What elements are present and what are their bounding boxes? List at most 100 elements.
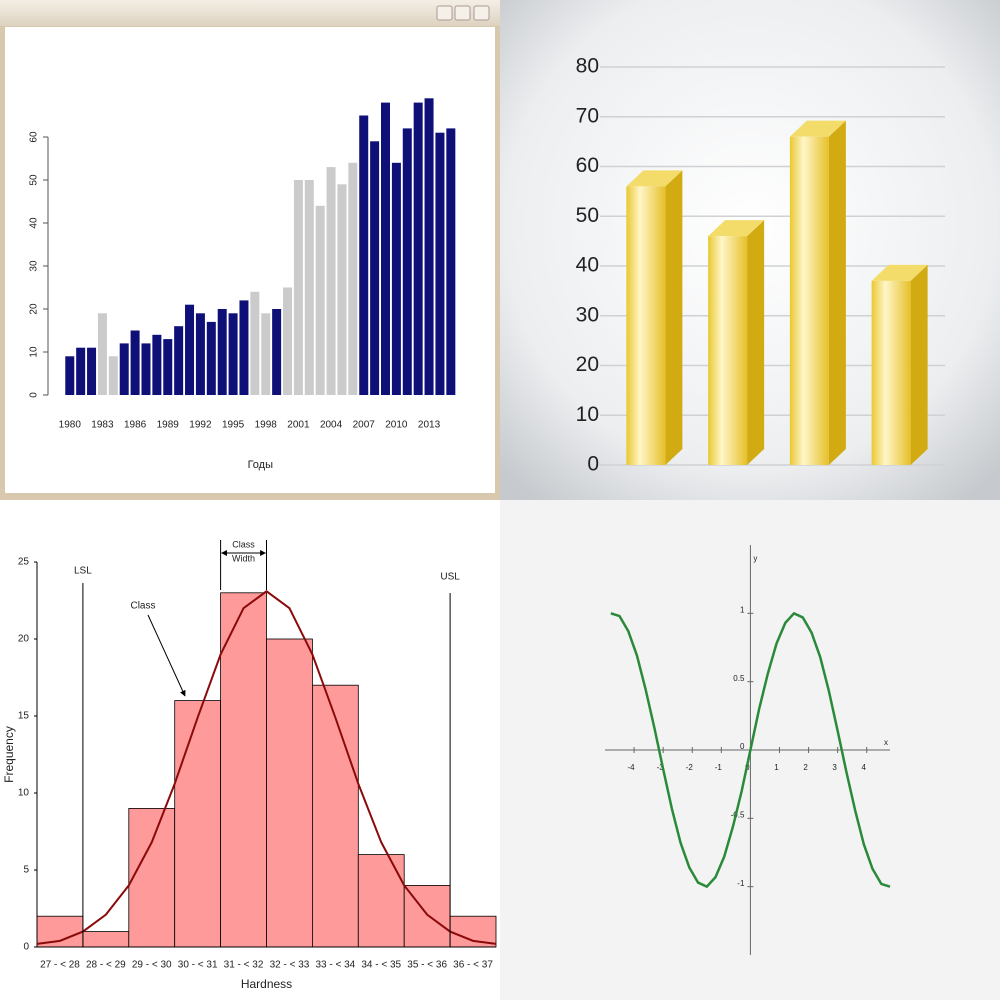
bar	[65, 356, 75, 395]
y-tick-label: 25	[18, 557, 30, 568]
bar-top	[708, 220, 765, 237]
minimize-button[interactable]	[436, 5, 453, 21]
y-tick-label: -0.5	[731, 810, 745, 819]
y-tick-label: 1	[740, 605, 745, 614]
x-tick-label: 2001	[287, 420, 310, 431]
y-tick-label: 70	[576, 104, 599, 127]
bar	[435, 132, 445, 395]
bar	[446, 128, 456, 395]
y-tick-label: 10	[29, 346, 40, 358]
plot-window	[5, 27, 495, 493]
bar	[87, 347, 97, 395]
y-tick-label: 15	[18, 711, 30, 722]
bar	[789, 136, 829, 465]
bar	[359, 115, 369, 395]
x-tick-label: -4	[628, 763, 636, 772]
bar	[370, 141, 380, 395]
x-tick-label: 1983	[91, 420, 114, 431]
close-button[interactable]	[473, 5, 490, 21]
bar	[348, 162, 358, 395]
bar	[413, 102, 423, 395]
bar	[82, 931, 130, 948]
bar	[272, 309, 282, 395]
fitted-curve	[36, 590, 497, 945]
bar	[185, 304, 195, 395]
usl-label: USL	[440, 572, 460, 583]
x-tick-label: 2010	[385, 420, 408, 431]
y-tick-label: 30	[576, 303, 599, 326]
bar	[152, 334, 162, 395]
x-tick-label: 2	[803, 763, 808, 772]
bar	[261, 313, 271, 395]
bar	[108, 356, 118, 395]
line	[610, 612, 891, 888]
x-tick-label: 2013	[418, 420, 441, 431]
class-arrow	[147, 614, 186, 697]
x-tick-label: 4	[862, 763, 867, 772]
bar	[228, 313, 238, 395]
bar-side	[665, 170, 683, 465]
bar	[311, 684, 359, 948]
x-tick-label: 28 - < 29	[86, 960, 126, 971]
bar	[220, 592, 267, 948]
bar-top	[871, 264, 928, 281]
bar	[326, 167, 336, 395]
y-tick-label: 5	[23, 865, 29, 876]
x-tick-label: 31 - < 32	[224, 960, 264, 971]
bar-side	[747, 220, 765, 465]
bar	[174, 700, 221, 948]
x-tick-label: 1992	[189, 420, 212, 431]
class-width-label: Class	[232, 539, 255, 549]
class-width-label: Width	[232, 553, 255, 563]
x-tick-label: -2	[686, 763, 694, 772]
x-axis-label: x	[884, 738, 888, 747]
bar-side	[828, 120, 846, 466]
x-tick-label: 27 - < 28	[40, 960, 80, 971]
y-tick-label: 0	[740, 742, 745, 751]
bar	[315, 205, 325, 395]
maximize-button[interactable]	[454, 5, 471, 21]
lsl-label: LSL	[74, 566, 92, 577]
y-tick-label: 0	[23, 942, 29, 953]
bar	[402, 128, 412, 395]
x-tick-label: 1998	[255, 420, 278, 431]
bar	[381, 102, 391, 395]
bar	[391, 162, 401, 395]
bar	[708, 236, 748, 465]
x-tick-label: 36 - < 37	[453, 960, 493, 971]
bar	[293, 180, 303, 395]
x-tick-label: 1989	[157, 420, 180, 431]
bar	[424, 98, 434, 396]
x-tick-label: 30 - < 31	[178, 960, 218, 971]
bar	[206, 321, 216, 395]
y-tick-label: 20	[576, 353, 599, 376]
y-tick-label: 50	[29, 174, 40, 186]
y-tick-label: 10	[576, 403, 599, 426]
y-tick-label: 40	[29, 217, 40, 229]
x-tick-label: 1980	[59, 420, 82, 431]
x-tick-label: 35 - < 36	[407, 960, 447, 971]
x-tick-label: 2004	[320, 420, 343, 431]
bar	[250, 291, 260, 395]
y-tick-label: 80	[576, 55, 599, 78]
bar	[36, 915, 84, 948]
x-tick-label: 3	[832, 763, 837, 772]
bar	[239, 300, 249, 395]
bar	[141, 343, 151, 395]
bar	[163, 339, 173, 395]
y-axis-label: Frequency	[2, 726, 16, 783]
y-tick-label: 60	[29, 131, 40, 143]
bar	[97, 313, 107, 395]
bar	[119, 343, 129, 395]
y-axis-label: y	[753, 554, 757, 563]
bar	[130, 330, 140, 395]
x-tick-label: -3	[657, 763, 665, 772]
bar	[195, 313, 205, 395]
y-tick-label: -1	[737, 879, 745, 888]
class-label: Class	[130, 601, 155, 612]
bar	[337, 184, 347, 395]
bar	[128, 808, 176, 948]
x-axis-label: Hardness	[241, 977, 292, 991]
bar	[283, 287, 293, 395]
